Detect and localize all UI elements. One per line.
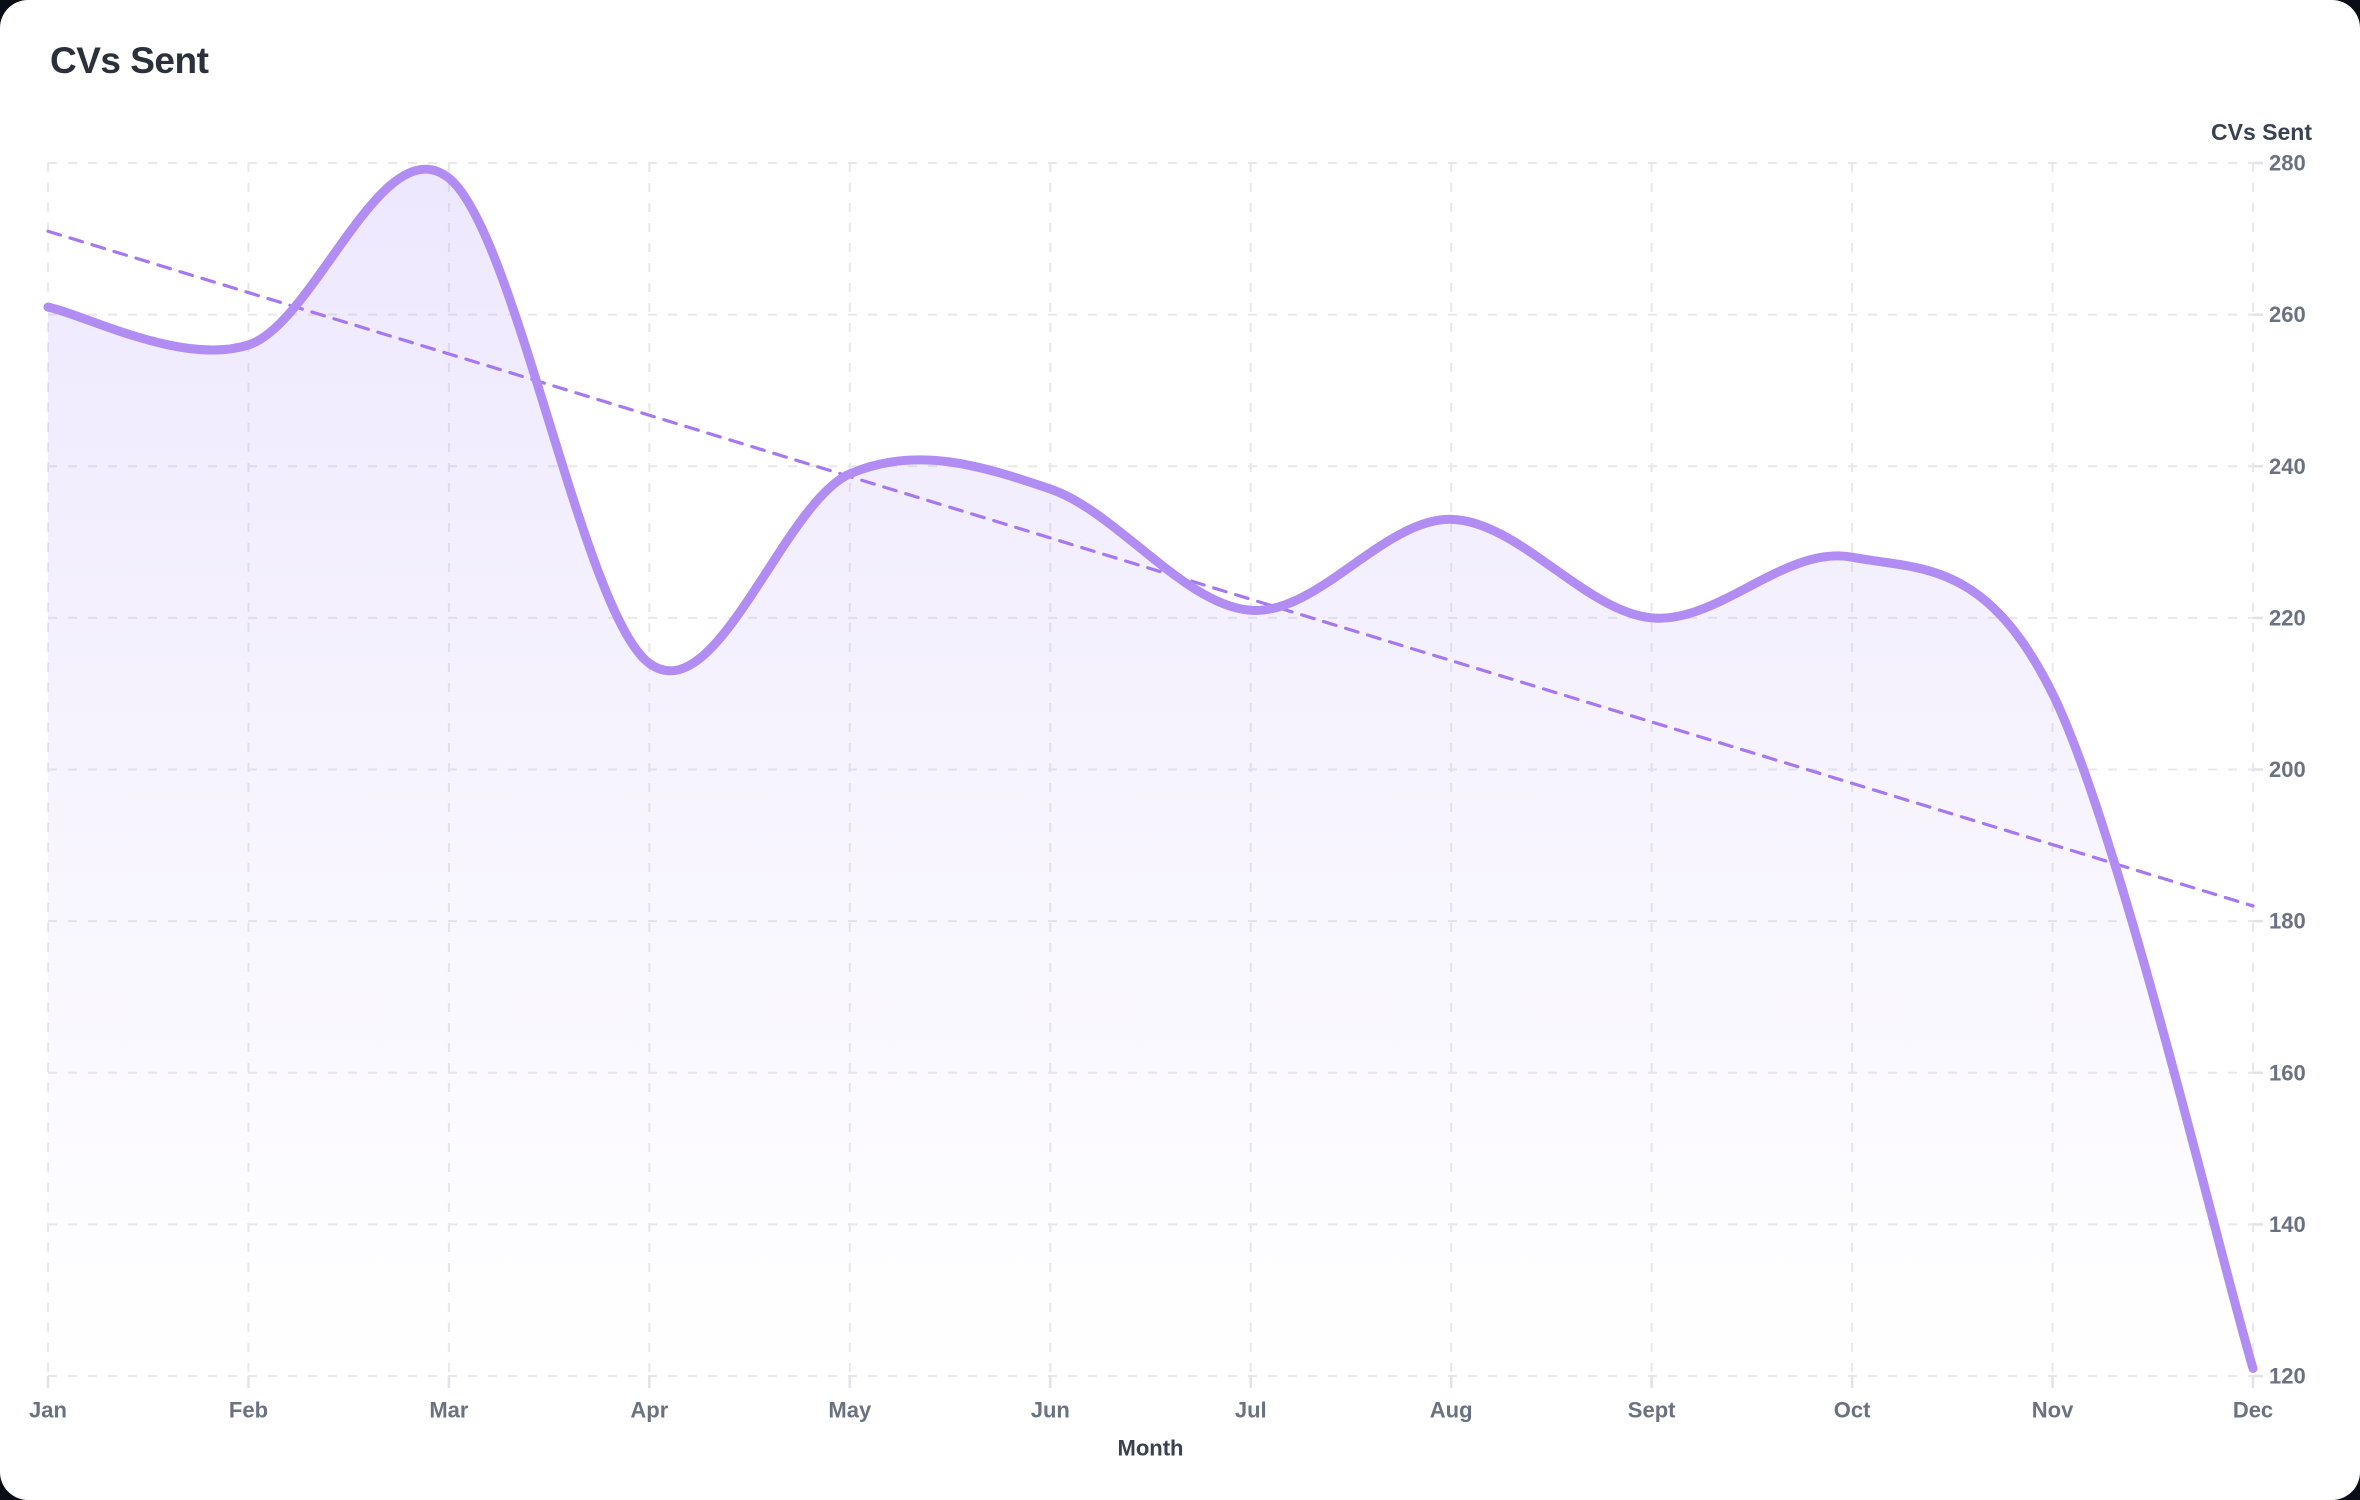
x-tick-label: Jan xyxy=(29,1398,67,1423)
series-area-fill xyxy=(48,169,2253,1376)
x-tick-label: Nov xyxy=(2032,1398,2074,1423)
y-tick-label: 280 xyxy=(2269,151,2306,176)
y-tick-label: 240 xyxy=(2269,454,2306,479)
x-tick-label: Oct xyxy=(1834,1398,1871,1423)
x-tick-label: Dec xyxy=(2233,1398,2273,1423)
y-tick-label: 220 xyxy=(2269,605,2306,630)
y-tick-label: 160 xyxy=(2269,1060,2306,1085)
x-tick-label: Sept xyxy=(1628,1398,1676,1423)
series-header-label: CVs Sent xyxy=(2211,119,2312,145)
y-tick-label: 200 xyxy=(2269,757,2306,782)
trendline xyxy=(46,229,2255,908)
x-tick-label: Mar xyxy=(429,1398,469,1423)
y-tick-label: 120 xyxy=(2269,1364,2306,1389)
y-tick-label: 180 xyxy=(2269,909,2306,934)
series-line xyxy=(43,164,2258,1373)
x-tick-label: Aug xyxy=(1430,1398,1473,1423)
x-tick-label: Apr xyxy=(630,1398,668,1423)
y-tick-label: 260 xyxy=(2269,302,2306,327)
y-tick-label: 140 xyxy=(2269,1212,2306,1237)
x-tick-label: May xyxy=(828,1398,872,1423)
x-axis-title: Month xyxy=(1118,1436,1184,1461)
x-tick-label: Feb xyxy=(229,1398,268,1423)
page-title: CVs Sent xyxy=(50,40,209,81)
x-tick-label: Jul xyxy=(1235,1398,1267,1423)
x-tick-label: Jun xyxy=(1031,1398,1070,1423)
